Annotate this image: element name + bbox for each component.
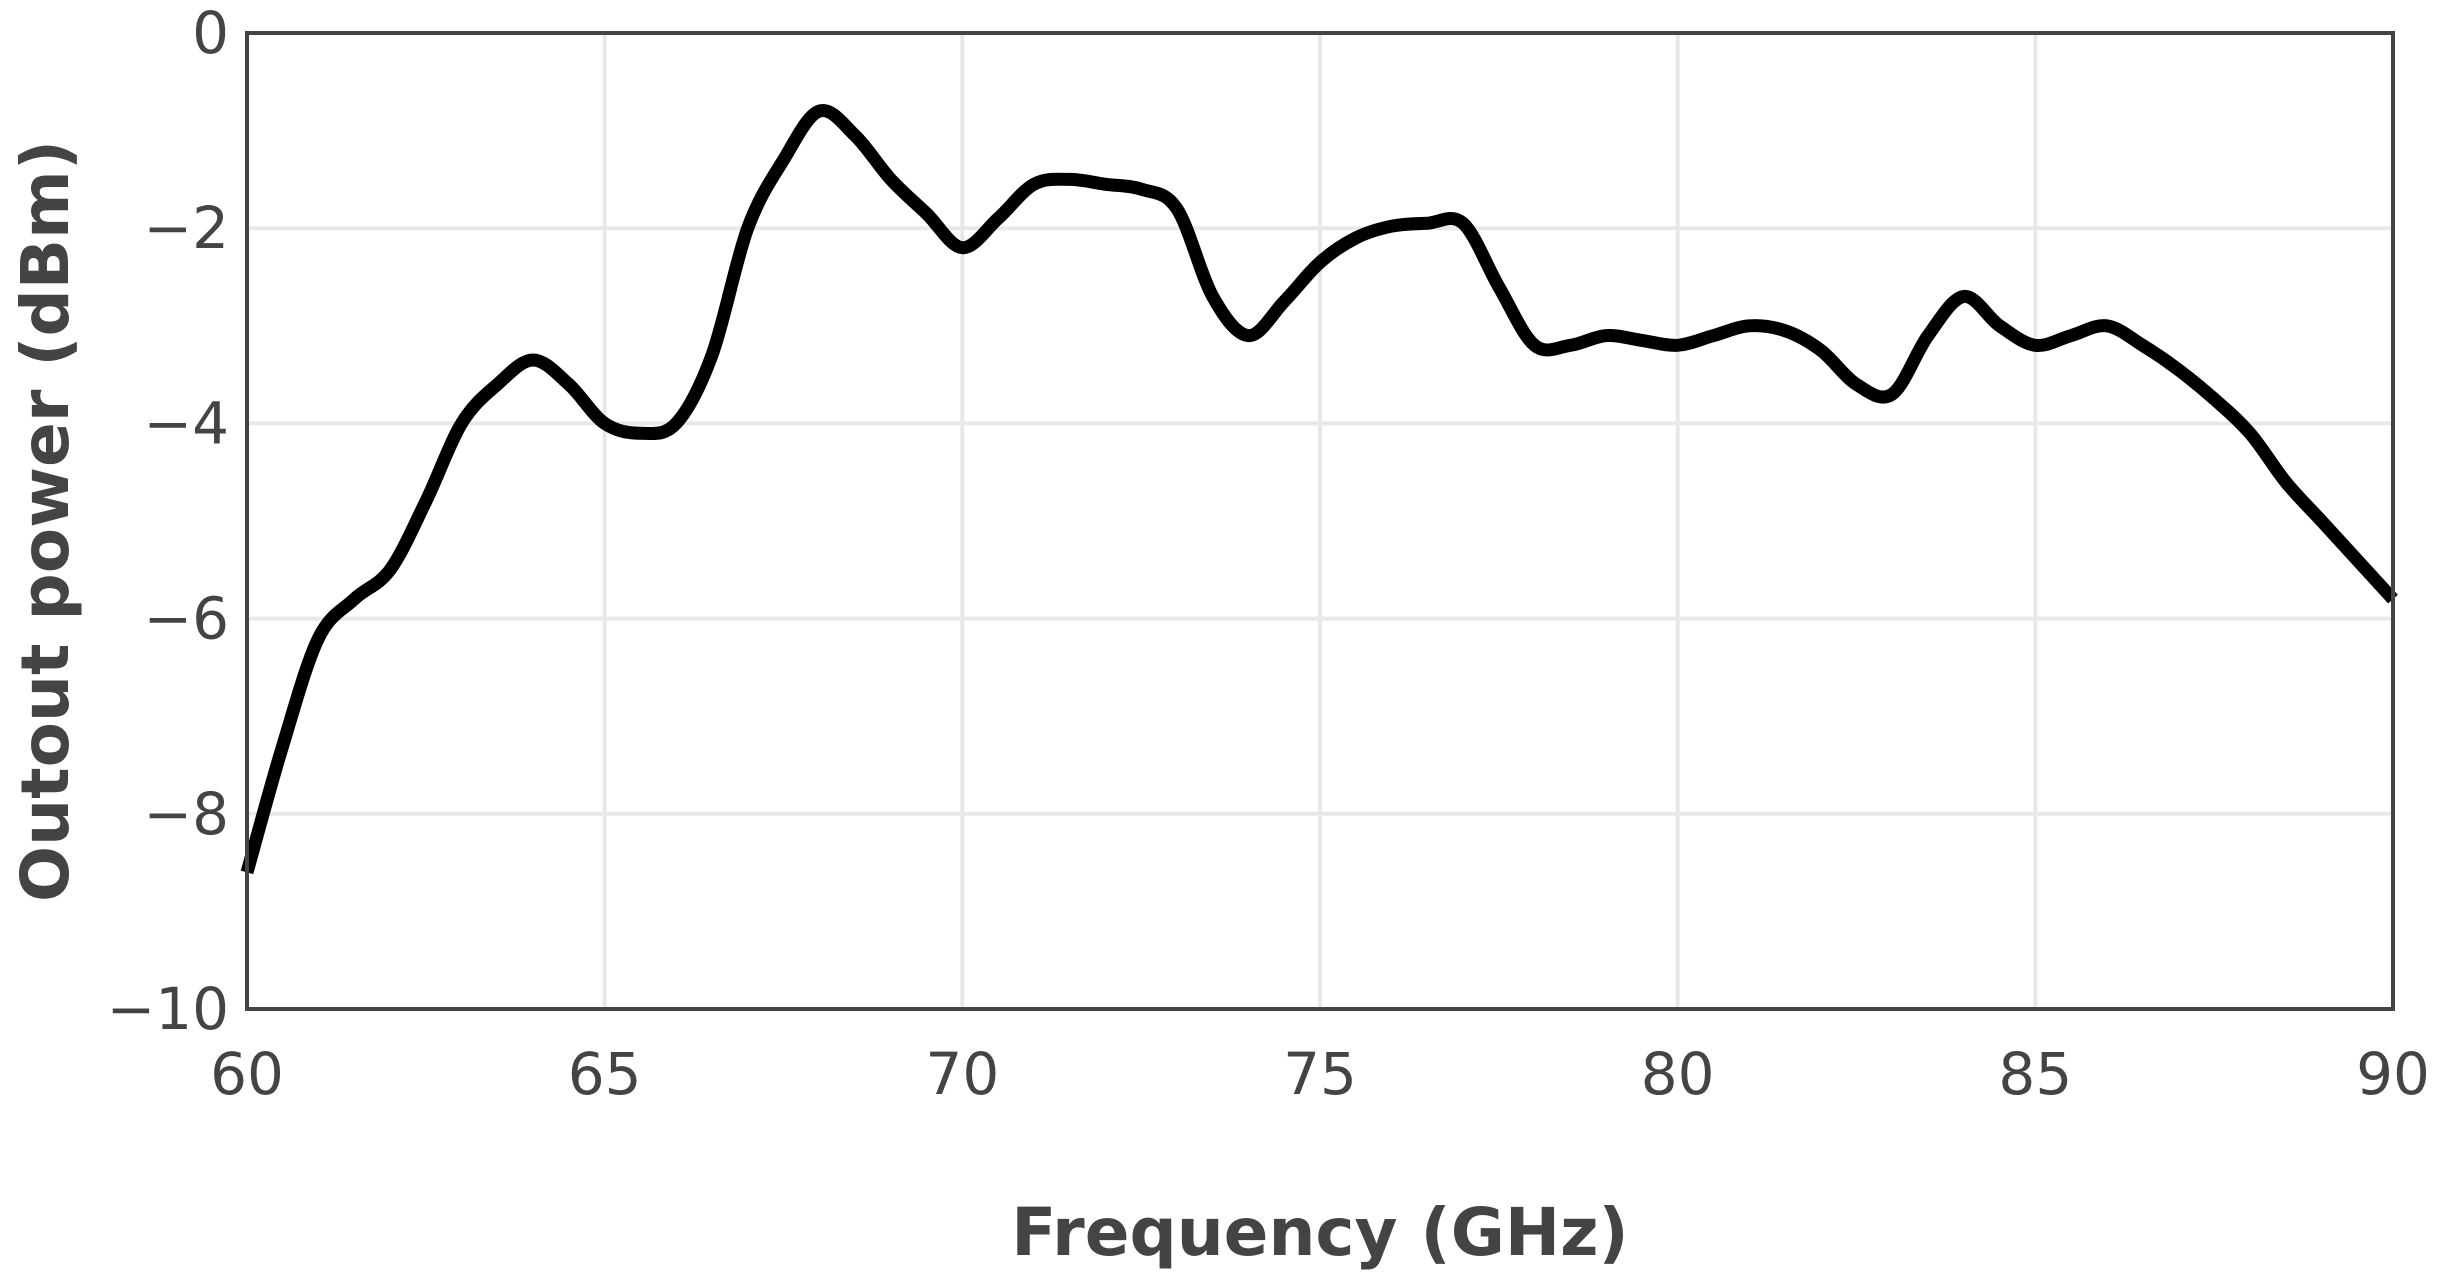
x-tick-label: 75	[1283, 1040, 1357, 1108]
y-tick-label: −4	[144, 389, 230, 457]
y-tick-labels: 0 −2 −4 −6 −8 −10	[107, 0, 229, 1043]
x-tick-label: 65	[568, 1040, 642, 1108]
y-tick-label: 0	[192, 0, 229, 67]
y-tick-label: −10	[107, 975, 229, 1043]
y-tick-label: −6	[144, 585, 230, 653]
y-tick-label: −8	[144, 780, 230, 848]
x-tick-label: 85	[1998, 1040, 2072, 1108]
x-tick-label: 80	[1641, 1040, 1715, 1108]
x-tick-labels: 60 65 70 75 80 85 90	[210, 1040, 2430, 1108]
y-axis-title: Outout power (dBm)	[7, 140, 84, 902]
x-tick-label: 70	[925, 1040, 999, 1108]
x-axis-title: Frequency (GHz)	[1011, 1194, 1628, 1271]
grid-lines	[245, 31, 2395, 1011]
x-tick-label: 60	[210, 1040, 284, 1108]
x-tick-label: 90	[2356, 1040, 2430, 1108]
output-power-line	[240, 104, 2398, 875]
y-tick-label: −2	[144, 194, 230, 262]
plot-frame	[245, 31, 2395, 1011]
